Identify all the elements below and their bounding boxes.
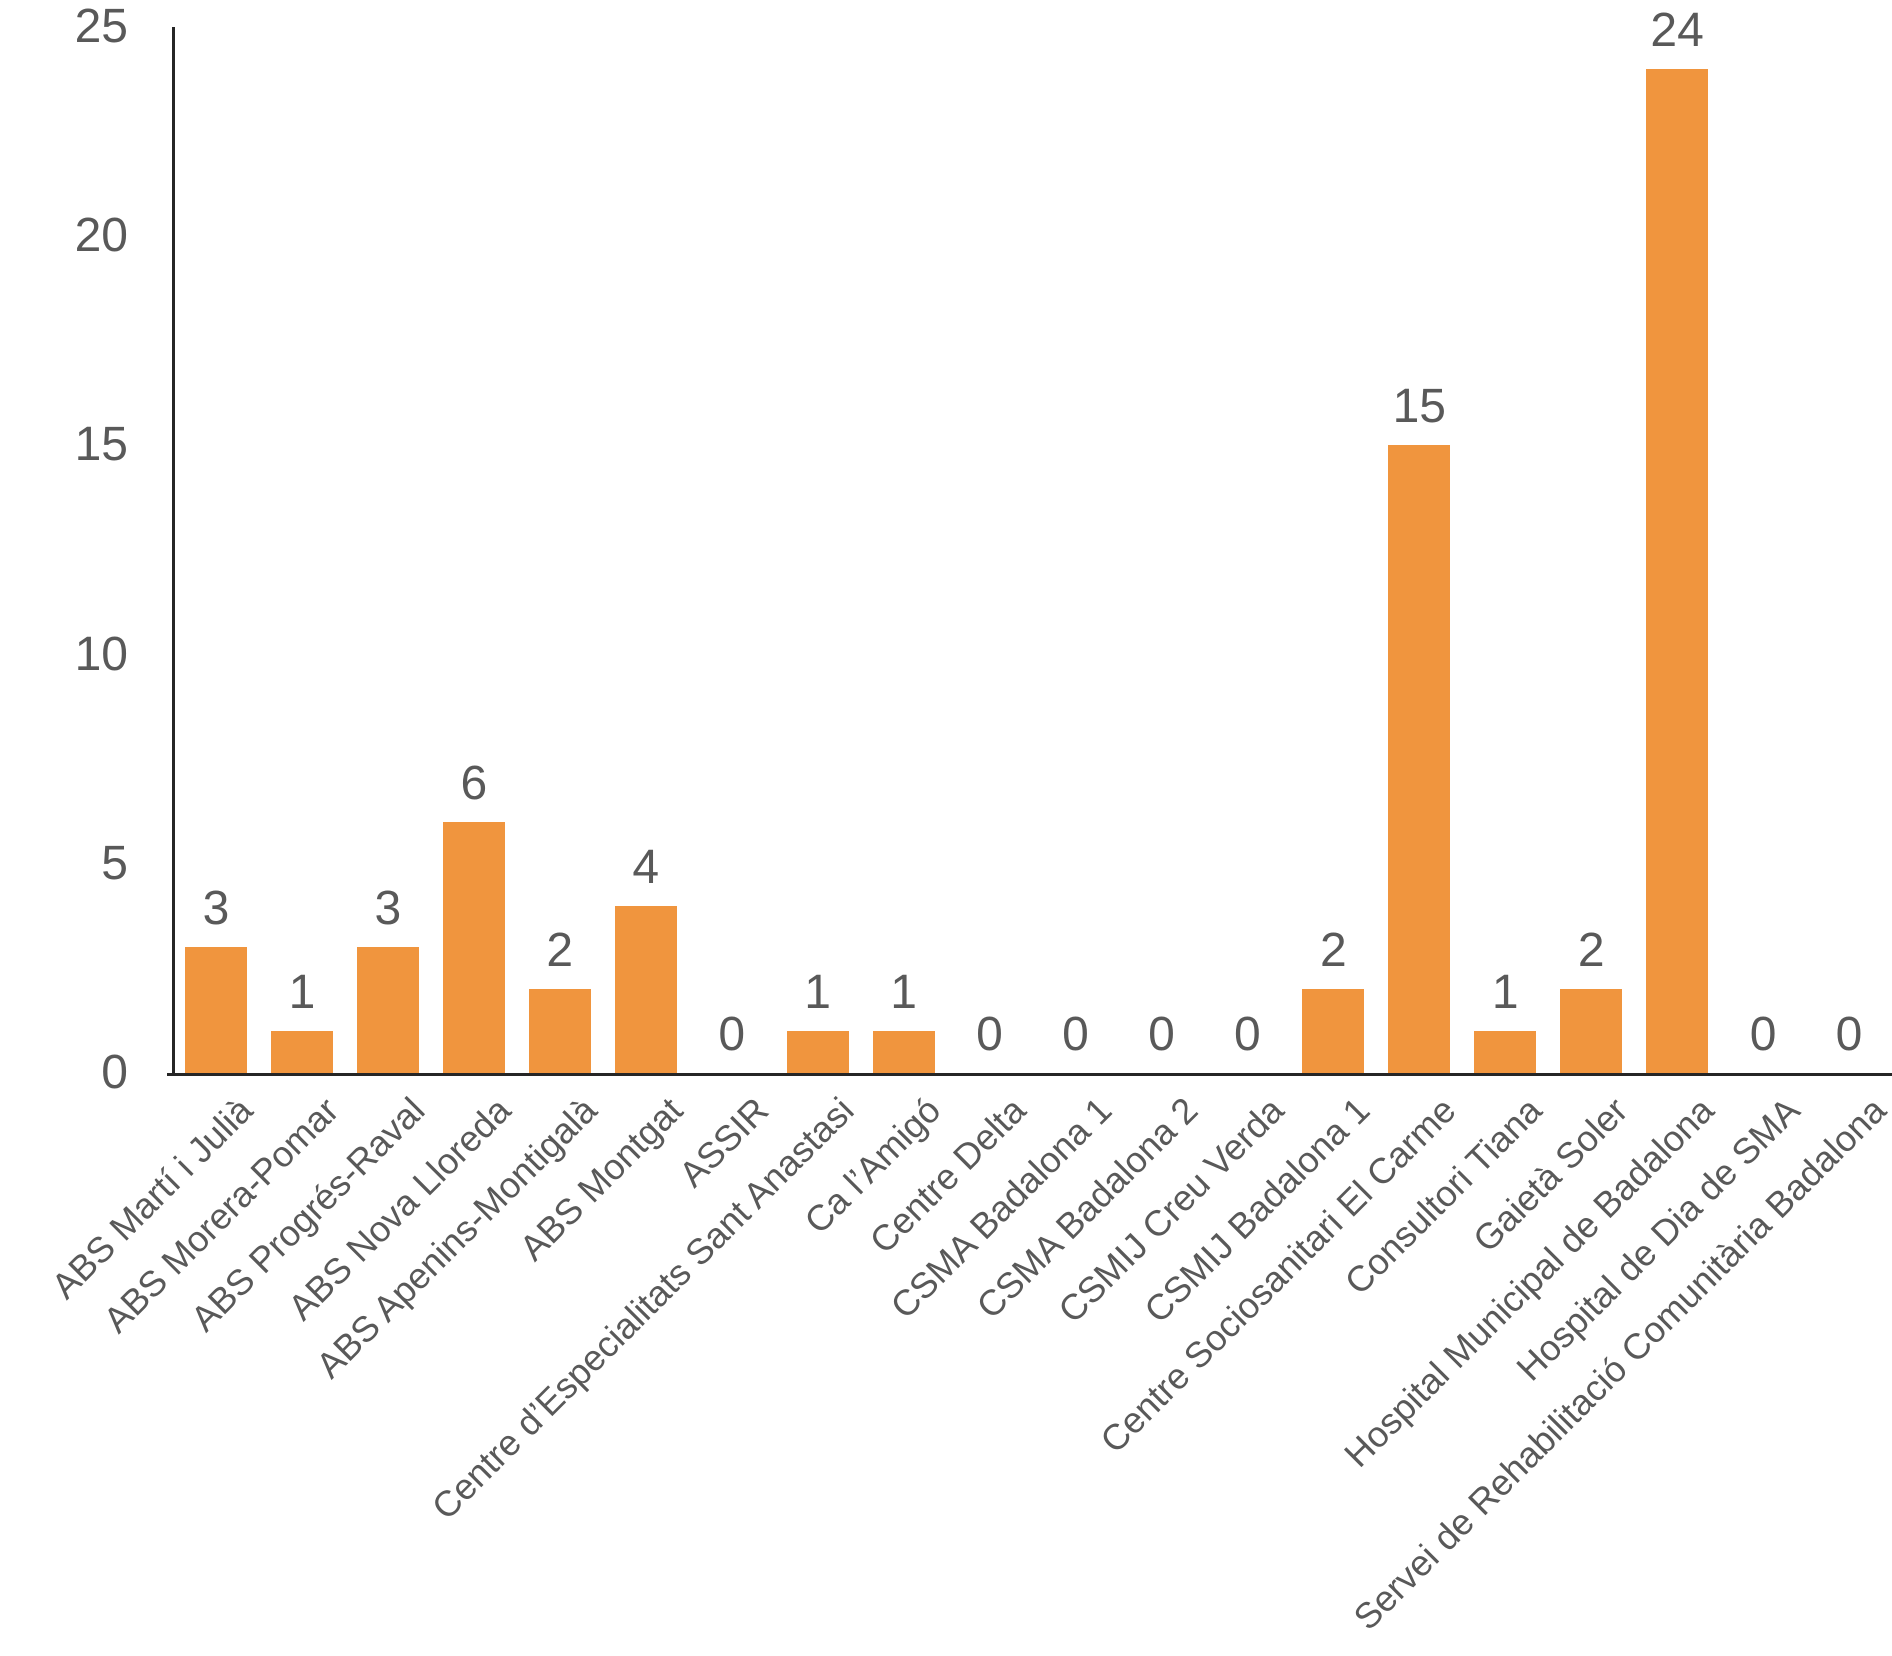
bar	[356, 947, 419, 1073]
bar	[270, 1031, 333, 1073]
bar-value-label: 3	[374, 882, 402, 936]
bar	[184, 947, 247, 1073]
bar-value-label: 0	[1062, 1008, 1089, 1061]
bar	[442, 821, 505, 1073]
x-axis-line	[167, 1073, 1892, 1076]
y-tick-label: 25	[74, 0, 128, 53]
bar	[528, 989, 591, 1073]
y-axis-line	[172, 27, 175, 1076]
bar	[872, 1031, 935, 1073]
y-tick-label: 10	[74, 627, 128, 681]
bar	[1302, 989, 1365, 1073]
y-tick-label: 20	[74, 209, 128, 263]
bar-value-label: 15	[1392, 380, 1446, 434]
bar	[786, 1031, 849, 1073]
bar-value-label: 0	[718, 1008, 746, 1061]
bar-value-label: 2	[1319, 924, 1347, 978]
y-tick-label: 15	[74, 418, 128, 472]
y-tick-label: 5	[101, 836, 128, 890]
bar	[1474, 1031, 1537, 1073]
bar-value-label: 1	[1491, 966, 1519, 1020]
bar-value-label: 2	[546, 924, 574, 978]
bar-value-label: 0	[1835, 1008, 1863, 1061]
bar	[1560, 989, 1623, 1073]
bar-value-label: 24	[1650, 3, 1704, 57]
bar-value-label: 1	[890, 966, 917, 1020]
bar-value-label: 0	[1749, 1008, 1777, 1061]
bar-value-label: 2	[1577, 924, 1605, 978]
bar-value-label: 1	[804, 966, 831, 1020]
bar	[1388, 445, 1451, 1073]
bar-value-label: 0	[1148, 1008, 1175, 1061]
bar-value-label: 4	[632, 840, 660, 894]
bar-value-label: 3	[202, 882, 230, 936]
bar-value-label: 1	[288, 966, 316, 1020]
y-tick-label: 0	[101, 1046, 128, 1099]
bar-value-label: 6	[460, 756, 488, 810]
bar-value-label: 0	[976, 1008, 1003, 1061]
bar	[1646, 68, 1709, 1073]
bar-value-label: 0	[1234, 1008, 1261, 1061]
bar	[614, 905, 677, 1073]
